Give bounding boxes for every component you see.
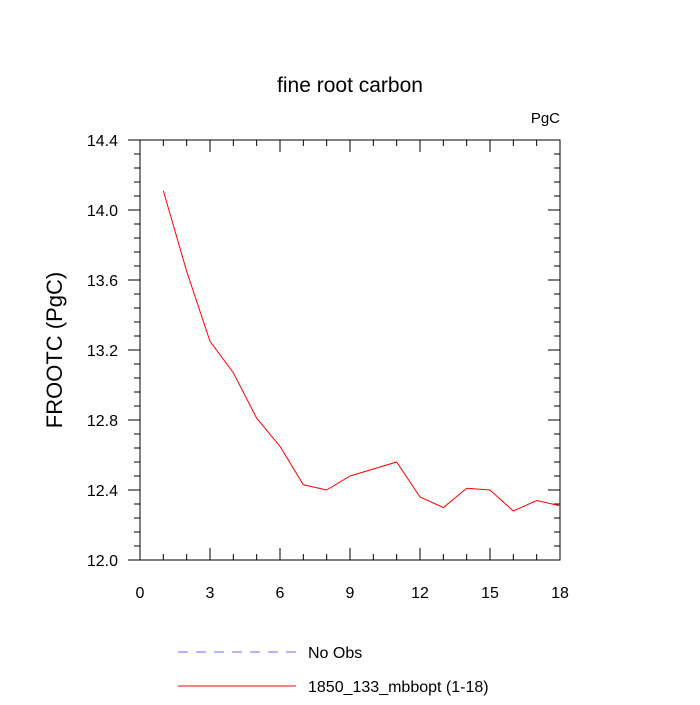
ticks-layer: 0 3 6 9 12 15 18 12.0 12.4 12.8 13.2 13.6 14.0 14.4 bbox=[87, 133, 569, 602]
y-tick-label: 14.4 bbox=[87, 133, 118, 150]
y-tick-label: 12.0 bbox=[87, 553, 118, 570]
plot-frame bbox=[139, 139, 561, 561]
legend-label: 1850_133_mbbopt (1-18) bbox=[308, 679, 489, 696]
y-tick-label: 12.4 bbox=[87, 483, 118, 500]
y-tick-label: 13.2 bbox=[87, 343, 118, 360]
x-tick-label: 9 bbox=[346, 585, 355, 602]
legend: No Obs 1850_133_mbbopt (1-18) bbox=[178, 645, 489, 696]
y-tick-label: 14.0 bbox=[87, 203, 118, 220]
x-tick-label: 0 bbox=[136, 585, 145, 602]
chart-title: fine root carbon bbox=[277, 74, 423, 97]
x-tick-label: 6 bbox=[276, 585, 285, 602]
y-tick-label: 13.6 bbox=[87, 273, 118, 290]
x-tick-label: 18 bbox=[551, 585, 569, 602]
series-line bbox=[162, 190, 561, 512]
y-axis-label: FROOTC (PgC) bbox=[42, 272, 67, 428]
units-label: PgC bbox=[531, 110, 560, 127]
x-tick-label: 3 bbox=[206, 585, 215, 602]
legend-label: No Obs bbox=[308, 645, 362, 662]
y-tick-label: 12.8 bbox=[87, 413, 118, 430]
x-tick-label: 12 bbox=[411, 585, 429, 602]
x-tick-label: 15 bbox=[481, 585, 499, 602]
series-layer bbox=[162, 190, 561, 512]
